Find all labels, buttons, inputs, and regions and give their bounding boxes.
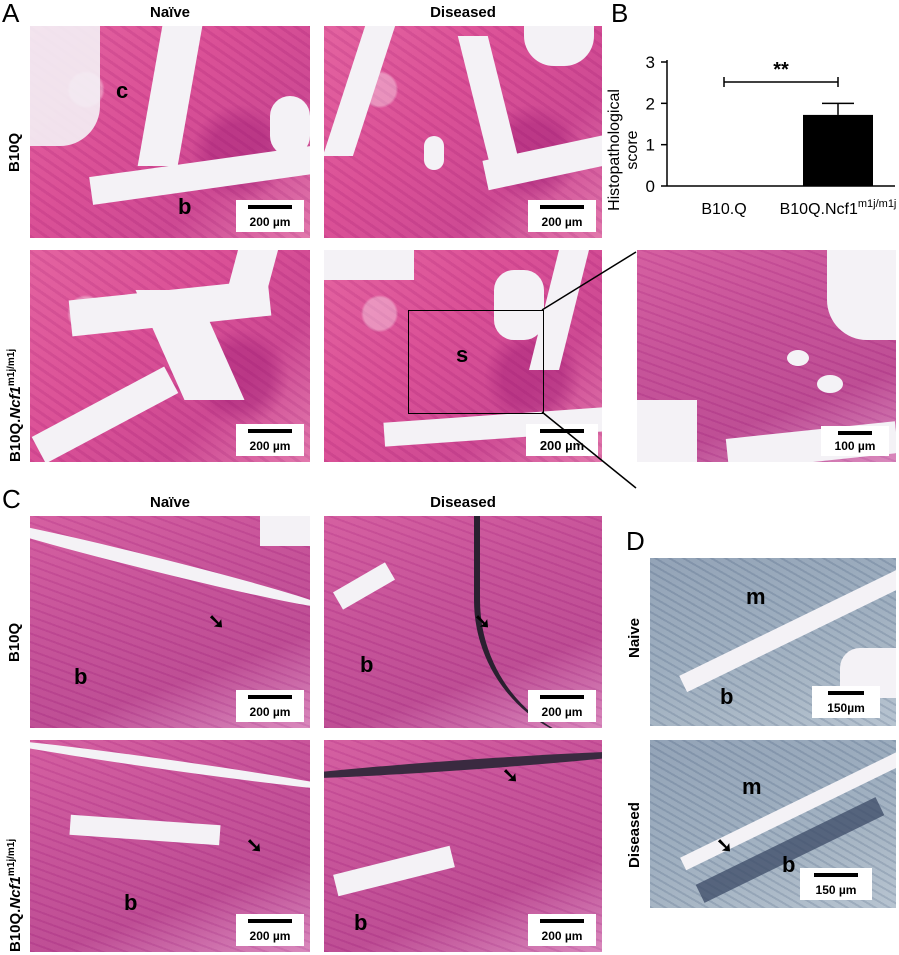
scale-bar: 200 µm [526, 424, 598, 456]
label-b: b [74, 664, 88, 689]
y-tick-label: 1 [646, 136, 655, 155]
scale-bar: 200 µm [236, 200, 304, 232]
panel-b-letter: B [611, 0, 629, 28]
row-label-naive-d: Naive [626, 617, 643, 658]
scale-bar: 150 µm [800, 868, 872, 900]
col-header-diseased-c: Diseased [430, 494, 496, 511]
zoom-connector-lines [541, 251, 637, 489]
panel-d-letter: D [626, 526, 645, 556]
arrow-marker: ➘ [474, 611, 491, 633]
label-b: b [178, 194, 192, 219]
label-s: s [456, 342, 469, 367]
significance-stars: ** [773, 59, 789, 81]
scale-bar: 200 µm [528, 914, 596, 946]
arrow-marker: ➘ [208, 611, 225, 633]
row-label-ncf1-a: B10Q.Ncf1m1j/m1j [6, 348, 24, 462]
scale-bar: 200 µm [528, 690, 596, 722]
y-axis-label-line1: Histopathological [606, 89, 623, 211]
bar-chart: Histopathological score 0 1 2 3 B10.Q B10Q.Nc… [606, 53, 897, 218]
col-header-diseased-a: Diseased [430, 4, 496, 21]
micrograph-c-diseased-ncf1: ➘ b 200 µm [324, 740, 602, 952]
row-label-ncf1-c: B10Q.Ncf1m1j/m1j [6, 838, 24, 952]
micrograph-d-diseased: ➘ m b 150 µm [650, 740, 896, 908]
panel-c-letter: C [2, 484, 21, 514]
micrograph-c-diseased-b10q: ➘ b 200 µm [324, 516, 602, 728]
row-label-diseased-d: Diseased [626, 802, 643, 868]
label-b: b [720, 684, 734, 709]
label-b: b [360, 652, 374, 677]
y-tick-label: 0 [646, 177, 655, 196]
scale-bar: 200 µm [528, 200, 596, 232]
panel-a-letter: A [2, 0, 20, 28]
arrow-marker: ➘ [716, 835, 733, 857]
col-header-naive-a: Naïve [149, 4, 191, 21]
label-b: b [354, 910, 368, 935]
micrograph-a-diseased-b10q: 200 µm [324, 26, 602, 238]
label-m: m [746, 584, 766, 609]
arrow-marker: ➘ [246, 835, 263, 857]
micrograph-a-diseased-ncf1: s 200 µm [324, 250, 602, 462]
label-b: b [782, 852, 796, 877]
bar [803, 114, 873, 186]
y-tick-label: 2 [646, 94, 655, 113]
label-c: c [116, 78, 129, 103]
x-tick-label: B10Q.Ncf1m1j/m1j [780, 198, 897, 218]
col-header-naive-c: Naïve [149, 494, 191, 511]
scale-bar: 200 µm [236, 690, 304, 722]
label-m: m [742, 774, 762, 799]
inset-box [408, 310, 544, 414]
micrograph-d-naive: m b 150µm [650, 558, 896, 726]
micrograph-c-naive-b10q: ➘ b 200 µm [30, 516, 310, 728]
x-tick-label: B10.Q [701, 201, 746, 218]
micrograph-a-inset: 100 µm [637, 250, 896, 462]
micrograph-c-naive-ncf1: ➘ b 200 µm [30, 740, 310, 952]
y-axis-label-line2: score [624, 130, 641, 169]
label-b: b [124, 890, 138, 915]
arrow-marker: ➘ [502, 765, 519, 787]
micrograph-a-naive-b10q: c b 200 µm [30, 26, 310, 238]
scale-bar: 100 µm [821, 426, 889, 456]
row-label-b10q-a: B10Q [6, 132, 23, 172]
row-label-b10q-c: B10Q [6, 622, 23, 662]
scale-bar: 200 µm [236, 424, 304, 456]
y-tick-label: 3 [646, 53, 655, 72]
micrograph-a-naive-ncf1: 200 µm [30, 250, 310, 462]
scale-bar: 200 µm [236, 914, 304, 946]
scale-bar: 150µm [812, 686, 880, 718]
